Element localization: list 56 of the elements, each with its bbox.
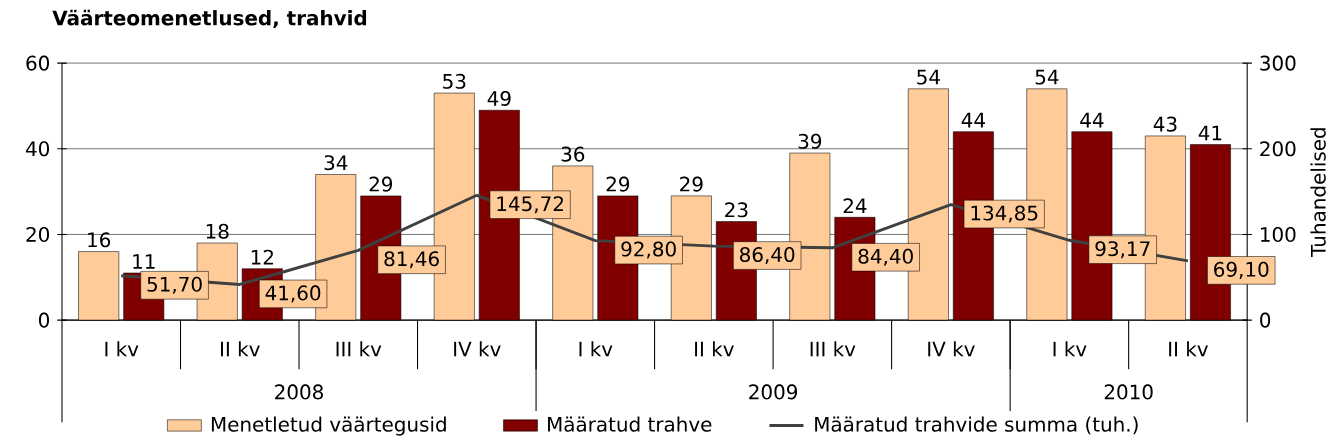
x-tick-label: IV kv	[928, 341, 975, 357]
legend-label: Menetletud väärtegusid	[211, 416, 446, 436]
data-label: 24	[843, 198, 867, 214]
x-tick-label: I kv	[579, 341, 613, 357]
x-tick-label: I kv	[105, 341, 139, 357]
data-label: 44	[1080, 112, 1104, 128]
data-label: 81,46	[384, 251, 439, 269]
data-label: 11	[133, 254, 155, 269]
data-label: 145,72	[497, 196, 563, 214]
data-label: 29	[680, 176, 703, 192]
data-label: 12	[251, 249, 273, 265]
data-label: 49	[487, 90, 511, 107]
y-tick-label: 60	[26, 55, 50, 71]
x-tick-label: III kv	[336, 341, 382, 357]
data-label: 41,60	[265, 285, 321, 303]
data-label: 51,70	[147, 276, 202, 294]
data-label: 41	[1198, 125, 1222, 141]
data-label: 93,17	[1095, 241, 1150, 259]
data-label: 18	[206, 223, 229, 239]
y2-tick-label: 0	[1260, 312, 1271, 328]
data-label: 36	[561, 146, 585, 162]
text: 2008	[275, 384, 323, 400]
data-label: 39	[798, 133, 822, 149]
data-label: 44	[961, 112, 985, 128]
text: 2010	[1104, 384, 1153, 400]
x-tick-label: IV kv	[454, 341, 501, 357]
data-label: 54	[1035, 69, 1059, 85]
x-tick-label: III kv	[810, 341, 856, 357]
data-label: 92,80	[621, 241, 676, 259]
data-label: 53	[443, 73, 466, 89]
data-label: 69,10	[1214, 261, 1269, 279]
data-label: 29	[606, 176, 630, 192]
legend-label: Määratud trahvide summa (tuh.)	[815, 416, 1138, 435]
data-label: 29	[369, 176, 393, 192]
chart-title: Väärteomenetlused, trahvid	[52, 9, 367, 29]
y2-tick-label: 100	[1261, 226, 1296, 243]
data-label: 23	[725, 202, 748, 218]
x-tick-label: II kv	[221, 341, 260, 357]
data-label: 134,85	[971, 205, 1038, 223]
data-label: 84,40	[858, 248, 913, 266]
x-tick-label: II kv	[1169, 341, 1208, 357]
y-tick-label: 0	[38, 312, 50, 328]
y-tick-label: 20	[26, 226, 50, 243]
data-label: 43	[1153, 116, 1177, 132]
y-tick-label: 40	[25, 141, 50, 157]
y2-axis-title: Tuhandelised	[1310, 128, 1326, 257]
y2-tick-label: 300	[1260, 55, 1296, 71]
y2-tick-label: 200	[1260, 141, 1296, 157]
data-label: 86,40	[740, 247, 795, 265]
x-tick-label: II kv	[695, 341, 734, 357]
x-tick-label: I kv	[1053, 341, 1087, 357]
data-label: 16	[88, 232, 111, 248]
text: 2009	[749, 384, 798, 400]
legend-label: Määratud trahve	[548, 416, 712, 432]
data-label: 54	[917, 69, 940, 85]
data-label: 34	[324, 155, 348, 171]
